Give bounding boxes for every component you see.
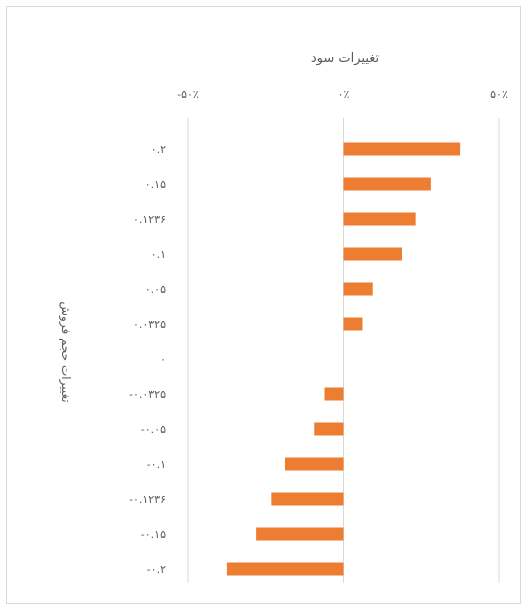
x-tick-label: ۵۰٪ [490, 88, 508, 101]
bar-1 [343, 177, 431, 191]
y-tick-label: -۰.۱ [147, 458, 166, 471]
y-tick-label: -۰.۰۳۲۵ [129, 388, 166, 401]
bar-2 [343, 212, 416, 226]
y-tick-label: -۰.۱۵ [141, 528, 166, 541]
y-axis-label: تغییرات حجم فروش [58, 301, 73, 402]
bar-9 [285, 457, 344, 471]
bar-5 [343, 317, 363, 331]
bar-4 [343, 282, 373, 296]
x-tick-label: -۵۰٪ [177, 88, 199, 101]
y-tick-label: -۰.۲ [147, 563, 166, 576]
y-tick-label: ۰.۲ [151, 143, 166, 156]
y-tick-label: ۰.۱ [151, 248, 166, 261]
chart-title: تغییرات سود [311, 51, 380, 66]
bar-0 [343, 142, 461, 156]
bar-8 [314, 422, 344, 436]
bar-12 [226, 562, 344, 576]
chart-frame [6, 6, 521, 604]
y-tick-label: -۰.۱۲۳۶ [129, 493, 166, 506]
x-tick-label: ۰٪ [338, 88, 350, 101]
bar-10 [271, 492, 344, 506]
bar-3 [343, 247, 402, 261]
bar-11 [256, 527, 344, 541]
y-tick-label: ۰.۰۳۲۵ [133, 318, 166, 331]
y-tick-label: -۰.۰۵ [141, 423, 166, 436]
y-tick-label: ۰ [160, 353, 166, 366]
y-tick-label: ۰.۰۵ [145, 283, 166, 296]
y-tick-label: ۰.۱۵ [145, 178, 166, 191]
bar-7 [324, 387, 344, 401]
y-tick-label: ۰.۱۲۳۶ [133, 213, 166, 226]
